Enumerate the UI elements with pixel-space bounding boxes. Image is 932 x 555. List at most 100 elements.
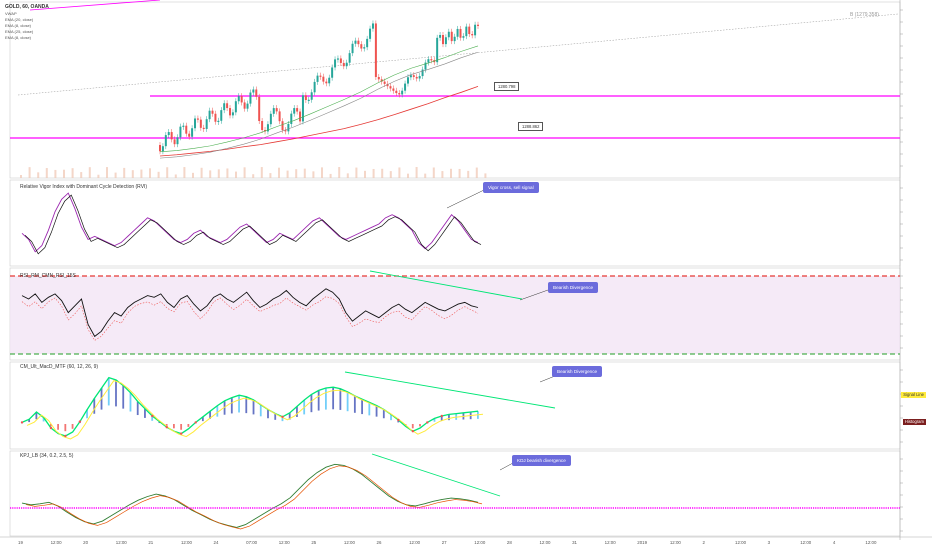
macd-histogram-bar — [201, 416, 204, 422]
candle-body — [474, 24, 477, 36]
volume-bar — [235, 171, 237, 178]
candle-body — [196, 118, 199, 120]
macd-cross-dot — [78, 420, 82, 423]
candle-body — [389, 86, 392, 89]
kdj-note-pointer — [499, 462, 514, 471]
candle-body — [240, 96, 243, 103]
time-axis-label: 12:00 — [669, 540, 681, 545]
macd-histogram-bar — [317, 390, 320, 411]
vwap-line — [159, 86, 479, 157]
candle-body — [272, 108, 275, 114]
kdj-title: KPJ_LB (34, 0.2, 2.5, 5) — [20, 453, 74, 459]
macd-histogram-bar — [129, 392, 132, 412]
macd-note: Bearish Divergence — [552, 366, 603, 377]
candle-body — [354, 40, 357, 44]
volume-bar — [63, 169, 65, 178]
candle-body — [357, 40, 360, 45]
macd-histogram-bar — [310, 394, 313, 413]
candle-body — [380, 79, 383, 82]
candle-body — [229, 108, 232, 116]
macd-cross-dot — [397, 418, 400, 422]
candle-body — [290, 113, 293, 125]
rsi-note: Bearish Divergence — [548, 282, 599, 293]
volume-bar — [200, 167, 203, 178]
candle-body — [194, 118, 197, 129]
ema20-line — [159, 51, 479, 159]
macd-histogram-bar — [173, 424, 175, 429]
candle-body — [281, 121, 284, 131]
candle-body — [220, 110, 223, 121]
volume-bar — [398, 167, 401, 178]
time-axis-label: 12:00 — [409, 540, 421, 545]
volume-bar — [475, 167, 478, 178]
macd-histogram-bar — [187, 424, 190, 427]
candle-body — [161, 146, 164, 152]
macd-note-pointer — [539, 375, 556, 383]
macd-histogram-bar — [390, 414, 392, 421]
macd-cross-dot — [151, 414, 154, 418]
macd-histogram-bar — [144, 408, 146, 418]
volume-bar — [252, 174, 255, 178]
volume-bar — [381, 168, 384, 178]
time-axis-label: 12:00 — [865, 540, 877, 545]
candle-body — [301, 95, 304, 122]
candle-body — [249, 92, 252, 104]
pane-price-frame — [9, 1, 901, 179]
rsi-band — [10, 276, 900, 354]
volume-bar — [183, 167, 186, 178]
legend-line: VWAP — [5, 11, 17, 16]
time-axis-label: 20 — [83, 540, 89, 545]
macd-histogram-bar — [57, 424, 59, 430]
candle-body — [345, 62, 348, 67]
rsi-title: RSI_RM_CMN_RSI_15S — [20, 273, 76, 279]
candle-body — [176, 137, 179, 145]
macd-cross-dot — [180, 432, 183, 435]
kdj-k-line — [21, 463, 479, 528]
volume-bar — [37, 172, 40, 178]
candle-body — [447, 31, 450, 38]
kdj-note: KDJ bearish divergence — [512, 455, 571, 466]
macd-cross-dot — [281, 415, 284, 418]
indicator-legend: VWAP EMA (20, close) EMA (8, close) EMA (25… — [5, 11, 33, 41]
symbol-title: GOLD, 60, OANDA — [5, 4, 49, 10]
macd-line — [21, 376, 479, 437]
candle-body — [430, 59, 433, 61]
time-axis-label: 12:00 — [539, 540, 551, 545]
time-axis-label: 25 — [311, 540, 317, 545]
volume-bar — [106, 167, 108, 178]
candle-body — [310, 92, 313, 100]
ema8-line — [159, 45, 479, 153]
macd-histogram-bar — [259, 404, 262, 417]
macd-cross-dot — [165, 426, 168, 429]
macd-histogram-bar — [346, 392, 349, 412]
candle-body — [374, 23, 377, 78]
macd-histogram-bar — [440, 416, 443, 421]
candle-body — [328, 77, 331, 84]
candle-body — [217, 120, 220, 122]
candle-body — [471, 34, 474, 36]
candle-body — [339, 58, 342, 63]
macd-histogram-bar — [368, 402, 371, 416]
volume-bar — [329, 173, 332, 178]
candle-body — [304, 95, 307, 100]
candle-body — [243, 102, 246, 109]
candle-body — [325, 81, 328, 84]
time-axis-label: 12:00 — [735, 540, 747, 545]
candle-body — [421, 69, 424, 77]
volume-bar — [80, 172, 83, 178]
volume-bar — [260, 167, 263, 178]
volume-bar — [149, 168, 151, 178]
volume-bar — [407, 173, 409, 178]
volume-bar — [226, 168, 229, 178]
volume-bar — [303, 168, 306, 178]
volume-bar — [389, 171, 392, 178]
macd-histogram-bar — [136, 401, 139, 416]
candle-body — [392, 88, 395, 91]
volume-bar — [71, 168, 74, 178]
candle-body — [199, 119, 202, 128]
macd-histogram-bar — [281, 416, 284, 422]
volume-bar — [20, 175, 22, 178]
time-axis-label: 31 — [572, 540, 577, 545]
